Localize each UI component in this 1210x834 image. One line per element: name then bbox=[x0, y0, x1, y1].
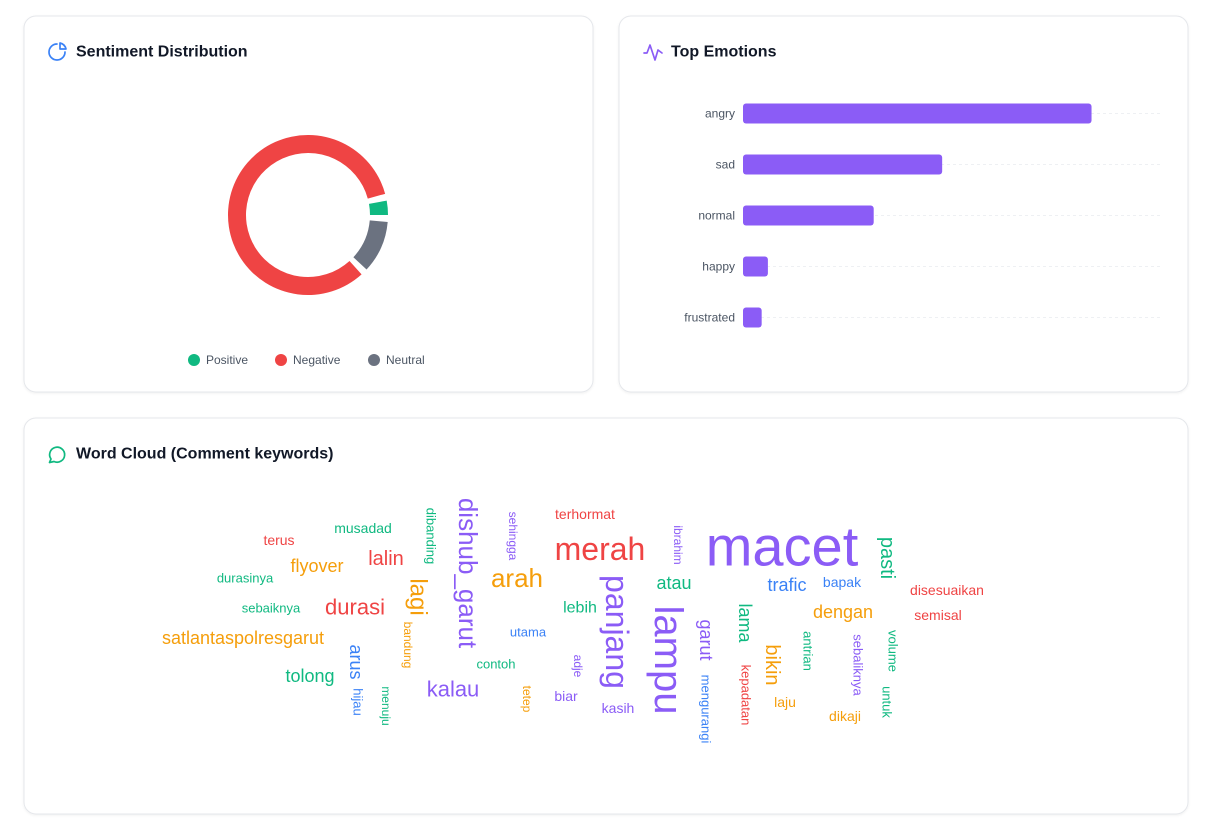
word: kasih bbox=[602, 700, 635, 716]
word: bikin bbox=[761, 644, 783, 685]
word: sebaliknya bbox=[851, 634, 866, 696]
word: pasti bbox=[876, 537, 898, 579]
word: biar bbox=[554, 688, 578, 704]
pie-slice bbox=[353, 220, 388, 270]
word: dibanding bbox=[424, 508, 439, 564]
word: flyover bbox=[290, 556, 343, 576]
legend-marker bbox=[368, 354, 380, 366]
word: atau bbox=[656, 573, 691, 593]
bar bbox=[743, 154, 943, 175]
word: adje bbox=[571, 655, 585, 678]
emotions-card bbox=[618, 15, 1189, 393]
bar bbox=[743, 205, 874, 226]
word: tolong bbox=[285, 666, 334, 686]
y-tick-label: sad bbox=[716, 158, 735, 172]
word: durasinya bbox=[217, 571, 274, 586]
word: lampu bbox=[646, 606, 690, 715]
word: lagi bbox=[405, 578, 432, 615]
wordcloud-card bbox=[23, 417, 1189, 815]
word: macet bbox=[706, 515, 859, 578]
y-tick-label: happy bbox=[702, 260, 735, 274]
word: menuju bbox=[379, 686, 393, 725]
word: hijau bbox=[351, 688, 366, 715]
word: dikaji bbox=[829, 708, 861, 724]
pie-icon bbox=[48, 42, 67, 61]
word: mengurangi bbox=[699, 675, 714, 744]
word: bapak bbox=[823, 574, 862, 590]
y-tick-label: frustrated bbox=[684, 311, 735, 325]
word: untuk bbox=[880, 686, 895, 718]
word: panjang bbox=[599, 575, 635, 689]
word: durasi bbox=[325, 595, 385, 620]
legend-marker bbox=[188, 354, 200, 366]
word: terus bbox=[263, 532, 294, 548]
word: dishub_garut bbox=[453, 498, 483, 649]
bar bbox=[743, 103, 1092, 124]
sentiment-card bbox=[23, 15, 594, 393]
word: garut bbox=[696, 619, 716, 660]
word: sebaiknya bbox=[242, 601, 301, 616]
word: disesuaikan bbox=[910, 582, 984, 598]
word: kalau bbox=[427, 677, 480, 702]
word: lama bbox=[735, 603, 755, 643]
legend-label: Neutral bbox=[386, 353, 425, 367]
word: bandung bbox=[401, 622, 415, 669]
pie-slice bbox=[368, 200, 388, 215]
bar bbox=[743, 307, 762, 328]
word: musadad bbox=[334, 520, 392, 536]
word: kepadatan bbox=[739, 665, 754, 726]
word: merah bbox=[555, 531, 646, 567]
word: sehingga bbox=[506, 512, 520, 561]
card-title: Sentiment Distribution bbox=[76, 44, 248, 61]
word: lalin bbox=[368, 548, 404, 570]
word: arus bbox=[346, 644, 366, 679]
word: dengan bbox=[813, 602, 873, 622]
word: contoh bbox=[476, 657, 515, 672]
word: lebih bbox=[563, 600, 597, 617]
y-tick-label: normal bbox=[698, 209, 735, 223]
word: laju bbox=[774, 694, 796, 710]
chat-icon bbox=[48, 446, 66, 464]
word: terhormat bbox=[555, 506, 615, 522]
card-title: Top Emotions bbox=[671, 44, 777, 61]
word: volume bbox=[886, 630, 901, 672]
legend-label: Positive bbox=[206, 353, 248, 367]
word: arah bbox=[491, 563, 543, 593]
word: satlantaspolresgarut bbox=[162, 628, 324, 648]
word: ibrahim bbox=[671, 525, 685, 564]
y-tick-label: angry bbox=[705, 107, 735, 121]
legend-label: Negative bbox=[293, 353, 341, 367]
word: tetep bbox=[520, 686, 534, 713]
card-title: Word Cloud (Comment keywords) bbox=[76, 446, 334, 463]
word: antrian bbox=[801, 631, 816, 671]
legend-marker bbox=[275, 354, 287, 366]
bar bbox=[743, 256, 768, 277]
word: trafic bbox=[767, 575, 806, 595]
activity-icon bbox=[643, 44, 663, 61]
word: semisal bbox=[914, 607, 961, 623]
word: utama bbox=[510, 625, 547, 640]
